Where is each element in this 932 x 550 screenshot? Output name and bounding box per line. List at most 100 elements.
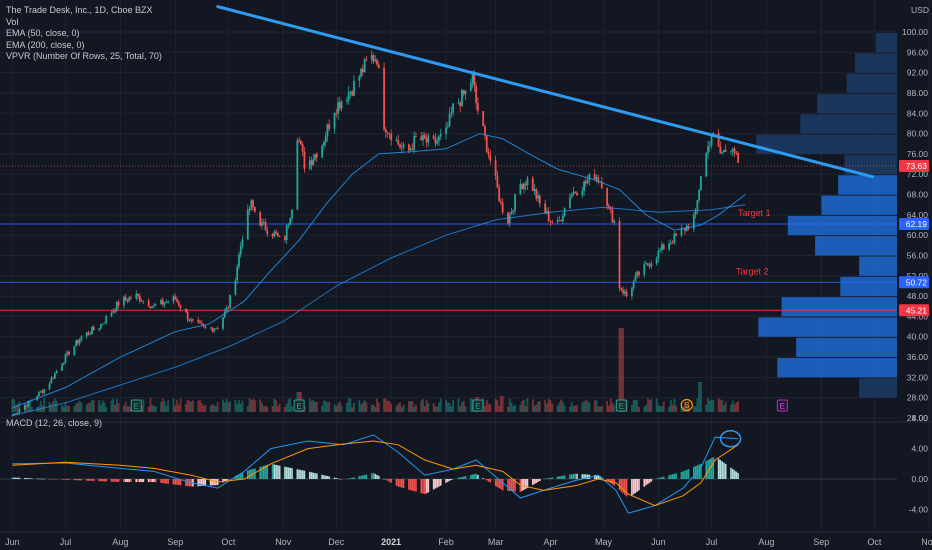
candle-body <box>296 140 299 210</box>
legend-vpvr[interactable]: VPVR (Number Of Rows, 25, Total, 70) <box>6 51 162 61</box>
macd-histogram-bar <box>624 479 626 495</box>
macd-histogram-bar <box>360 475 362 479</box>
candle-body <box>140 301 143 303</box>
macd-histogram-bar <box>707 460 709 479</box>
macd-histogram-bar <box>167 479 169 484</box>
volume-bar <box>450 406 453 412</box>
macd-histogram-bar <box>710 458 713 479</box>
legend-title[interactable]: The Trade Desk, Inc., 1D, Cboe BZX <box>6 5 153 15</box>
candle-body <box>643 263 646 275</box>
volume-bar <box>363 400 366 412</box>
axes[interactable]: 100.00 96.00 92.00 88.00 84.00 80.00 76.00 72.0… <box>5 5 932 547</box>
macd-histogram-bar <box>620 479 623 492</box>
candles[interactable] <box>11 50 739 417</box>
candle-body <box>671 242 674 244</box>
volume-bar <box>252 398 255 412</box>
candle-body <box>570 194 573 198</box>
candle-body <box>112 310 115 313</box>
legend-vol[interactable]: Vol <box>6 16 19 27</box>
macd-histogram-bar <box>326 475 329 479</box>
candle-body <box>438 136 440 141</box>
macd-histogram-bar <box>673 473 676 479</box>
macd-histogram-bar <box>200 479 203 486</box>
candle-body <box>323 142 325 146</box>
candle-body <box>692 215 695 230</box>
macd-pane[interactable] <box>0 429 897 514</box>
candle-body <box>698 189 701 201</box>
macd-histogram-bar <box>383 478 385 480</box>
volume-bar <box>211 403 214 412</box>
volume-bar <box>43 398 46 412</box>
macd-histogram-bar <box>471 474 474 479</box>
volume-bar <box>384 398 387 412</box>
volume-bar <box>415 404 417 412</box>
macd-histogram-bar <box>176 479 178 485</box>
candle-body <box>275 231 278 234</box>
macd-histogram-bar <box>546 478 548 479</box>
volume-bar <box>376 398 378 412</box>
macd-histogram-bar <box>275 464 277 479</box>
volume-bar <box>333 404 336 412</box>
volume-bar <box>696 398 699 412</box>
macd-histogram-bar <box>77 479 79 481</box>
candle-body <box>597 177 600 182</box>
horizontal-levels[interactable]: Target 1 Target 2 <box>0 165 897 311</box>
macd-histogram-bar <box>397 479 400 487</box>
volume-bar <box>705 404 708 412</box>
volume-bar <box>611 402 614 412</box>
volume-bar <box>361 402 364 412</box>
volume-bar <box>620 328 623 412</box>
macd-histogram-bar <box>475 473 477 479</box>
macd-histogram-bar <box>124 479 127 483</box>
macd-histogram-bar <box>353 477 355 479</box>
time-tick-label: Mar <box>488 537 504 547</box>
legend-macd[interactable]: MACD (12, 26, close, 9) <box>6 418 103 428</box>
macd-histogram-bar <box>151 479 154 483</box>
trendline[interactable] <box>216 5 875 179</box>
macd-histogram-bar <box>399 479 401 488</box>
volume-bar <box>498 405 501 412</box>
candle-body <box>395 139 398 141</box>
candle-body <box>623 291 626 294</box>
candle-body <box>638 271 640 275</box>
macd-histogram-bar <box>285 467 288 479</box>
macd-histogram-bar <box>533 479 536 484</box>
candle-body <box>721 152 724 154</box>
volume-bar <box>18 401 21 412</box>
candle-body <box>482 111 485 127</box>
volume-bar <box>630 404 633 412</box>
candle-body <box>512 210 515 212</box>
volume-bar <box>496 400 499 412</box>
volume-bar <box>337 403 339 412</box>
macd-histogram-bar <box>586 474 589 479</box>
candle-body <box>78 339 81 344</box>
macd-histogram-bar <box>724 463 727 479</box>
legend-ema50[interactable]: EMA (50, close, 0) <box>6 28 80 38</box>
candle-body <box>680 228 683 236</box>
volume-bar <box>425 399 428 412</box>
volume-bar <box>326 402 329 412</box>
volume-bar <box>569 406 571 412</box>
macd-histogram-bar <box>409 479 412 491</box>
volume-bar <box>607 405 610 412</box>
volume-bar <box>264 405 267 412</box>
volume-bar <box>184 404 187 412</box>
macd-histogram-bar <box>723 462 725 479</box>
macd-histogram-bar <box>262 465 265 479</box>
macd-histogram-bar <box>500 479 502 490</box>
legend-ema200[interactable]: EMA (200, close, 0) <box>6 39 85 50</box>
volume-bar <box>75 403 78 412</box>
macd-histogram-bar <box>539 479 541 481</box>
macd-histogram-bar <box>38 478 40 480</box>
macd-histogram-bar <box>597 475 600 479</box>
price-tick-label: 80.00 <box>907 129 929 139</box>
macd-histogram-bar <box>675 473 677 479</box>
macd-histogram-bar <box>250 469 253 479</box>
event-markers[interactable]: E E E E ES <box>130 398 788 412</box>
macd-histogram-bar <box>425 479 428 494</box>
candle-body <box>266 230 269 234</box>
macd-histogram-bar <box>117 479 120 482</box>
macd-histogram-bar <box>420 479 423 494</box>
candle-body <box>730 151 732 152</box>
